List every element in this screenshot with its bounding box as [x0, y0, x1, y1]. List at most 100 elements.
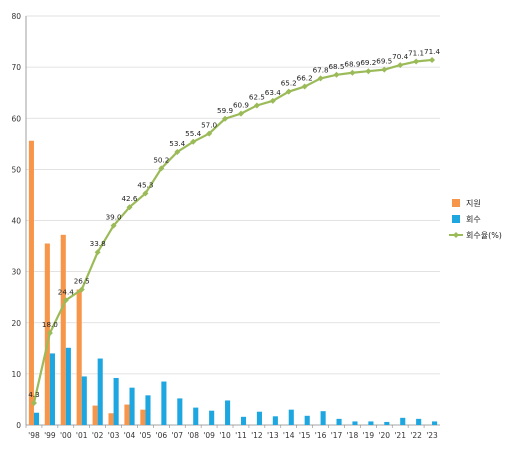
bar-recovery — [177, 398, 183, 425]
x-tick-label: '09 — [203, 431, 215, 440]
legend-swatch — [452, 199, 460, 207]
data-label: 42.6 — [121, 194, 137, 203]
bar-recovery — [81, 376, 87, 425]
line-point — [413, 58, 420, 65]
x-tick-label: '14 — [283, 431, 295, 440]
bar-support — [140, 409, 146, 425]
bar-recovery — [368, 421, 374, 425]
line-point — [190, 138, 197, 145]
data-label: 39.0 — [106, 213, 122, 222]
y-tick-label: 80 — [11, 12, 21, 21]
line-point — [429, 56, 436, 63]
bar-recovery — [304, 415, 310, 425]
axes: 0 10 20 30 40 50 60 70 80 '98 '99 '00 '01 '02 '03 '04 '0… — [11, 12, 440, 440]
data-label: 50.2 — [153, 155, 169, 164]
bar-recovery — [193, 407, 199, 425]
data-label: 68.5 — [328, 62, 344, 71]
x-tick-label: '15 — [299, 431, 311, 440]
bar-recovery — [256, 411, 262, 425]
line-point — [222, 115, 229, 122]
recovery-rate-line — [30, 56, 436, 407]
bar-recovery — [352, 421, 358, 425]
bar-recovery — [33, 412, 40, 425]
data-label: 63.4 — [265, 88, 281, 97]
x-tick-label: '13 — [267, 431, 279, 440]
bar-support — [108, 413, 114, 425]
data-label: 26.5 — [74, 277, 90, 286]
x-tick-label: '22 — [410, 431, 422, 440]
legend-marker — [453, 232, 459, 238]
bar-recovery — [272, 416, 278, 425]
bar-recovery — [336, 418, 342, 425]
legend-label: 지원 — [466, 199, 481, 208]
data-label: 33.8 — [90, 239, 106, 248]
bar-recovery — [65, 347, 71, 425]
data-label: 24.4 — [58, 287, 74, 296]
data-label: 60.9 — [233, 101, 249, 110]
bar-recovery — [320, 411, 326, 425]
data-label: 62.5 — [249, 92, 265, 101]
x-tick-label: '16 — [315, 431, 327, 440]
x-tick-label: '21 — [394, 431, 406, 440]
bar-recovery — [97, 358, 103, 425]
bar-support — [92, 405, 98, 425]
y-tick-label: 10 — [11, 370, 21, 379]
x-tick-label: '02 — [92, 431, 104, 440]
data-label: 18.0 — [42, 320, 58, 329]
x-tick-label: '17 — [331, 431, 343, 440]
data-label: 69.2 — [360, 58, 376, 67]
bar-recovery — [384, 421, 390, 425]
x-tick-label: '10 — [219, 431, 231, 440]
line-point — [142, 190, 149, 197]
x-tick-label: '08 — [187, 431, 199, 440]
legend-swatch — [452, 215, 460, 223]
data-label: 57.0 — [201, 121, 217, 130]
x-tick-label: '03 — [108, 431, 120, 440]
bar-support — [60, 234, 66, 425]
bar-recovery — [145, 395, 151, 425]
bar-recovery — [129, 387, 135, 425]
bar-recovery — [225, 400, 231, 425]
line-point — [126, 204, 133, 211]
line-point — [397, 62, 404, 69]
data-label: 53.4 — [169, 139, 185, 148]
x-tick-label: '07 — [171, 431, 183, 440]
bars — [28, 140, 438, 425]
data-label: 59.9 — [217, 106, 233, 115]
gridlines — [26, 15, 440, 375]
bar-recovery — [288, 409, 294, 425]
x-tick-label: '98 — [28, 431, 40, 440]
bar-recovery — [240, 416, 247, 425]
data-label: 69.5 — [376, 57, 392, 66]
x-tick-label: '12 — [251, 431, 263, 440]
line-point — [365, 68, 372, 75]
legend-label: 회수율(%) — [466, 231, 502, 240]
x-tick-label: '20 — [378, 431, 390, 440]
line-point — [381, 66, 388, 73]
y-tick-label: 20 — [11, 319, 21, 328]
line-point — [333, 71, 340, 78]
x-tick-label: '11 — [235, 431, 247, 440]
bar-support — [44, 243, 50, 425]
x-tick-label: '06 — [156, 431, 168, 440]
line-point — [237, 110, 244, 117]
legend-label: 회수 — [466, 215, 481, 224]
line-point — [253, 102, 260, 109]
line-point — [317, 75, 324, 82]
x-tick-label: '04 — [124, 431, 136, 440]
bar-recovery — [49, 353, 55, 425]
bar-recovery — [432, 421, 438, 425]
line-point — [285, 88, 292, 95]
data-label: 71.4 — [424, 47, 440, 56]
y-tick-label: 30 — [11, 268, 21, 277]
line-point — [46, 329, 53, 336]
y-tick-label: 50 — [11, 165, 21, 174]
data-label: 70.4 — [392, 52, 408, 61]
line-point — [349, 69, 356, 76]
line-point — [94, 249, 101, 256]
bar-recovery — [113, 377, 119, 425]
data-label: 65.2 — [281, 79, 297, 88]
data-label: 55.4 — [185, 129, 201, 138]
data-label: 4.3 — [28, 390, 39, 399]
